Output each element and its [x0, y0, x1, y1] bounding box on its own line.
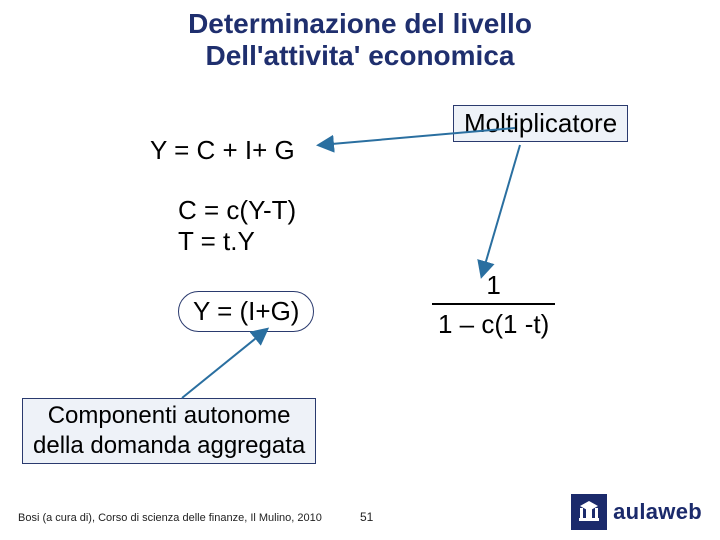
arrow-multiplier-to-fraction	[482, 145, 520, 275]
eq-t: T = t.Y	[178, 226, 296, 257]
logo-text: aulaweb	[613, 499, 702, 525]
title-line1: Determinazione del livello	[188, 8, 532, 39]
page-number: 51	[360, 510, 373, 524]
slide-title: Determinazione del livello Dell'attivita…	[0, 8, 720, 72]
eq-c: C = c(Y-T)	[178, 195, 296, 226]
eq-ct-block: C = c(Y-T) T = t.Y	[178, 195, 296, 256]
footer-citation: Bosi (a cura di), Corso di scienza delle…	[18, 512, 322, 524]
emblem-icon	[575, 498, 603, 526]
multiplier-label: Moltiplicatore	[453, 105, 628, 142]
frac-denominator: 1 – c(1 -t)	[432, 305, 555, 340]
eq-y-ig: Y = (I+G)	[178, 291, 314, 332]
eq-y-ig-text: Y = (I+G)	[178, 291, 314, 332]
logo-emblem-tile	[571, 494, 607, 530]
arrow-autonomous-to-ig	[182, 330, 266, 398]
aulaweb-logo: aulaweb	[571, 494, 702, 530]
eq-fraction: 1 1 – c(1 -t)	[432, 270, 555, 340]
multiplier-label-box: Moltiplicatore	[453, 105, 628, 142]
autonomous-label: Componenti autonome della domanda aggreg…	[22, 398, 316, 464]
autonomous-label-box: Componenti autonome della domanda aggreg…	[22, 398, 316, 464]
eq-ycig: Y = C + I+ G	[150, 135, 295, 166]
slide: Determinazione del livello Dell'attivita…	[0, 0, 720, 540]
frac-numerator: 1	[432, 270, 555, 303]
title-line2: Dell'attivita' economica	[206, 40, 515, 71]
